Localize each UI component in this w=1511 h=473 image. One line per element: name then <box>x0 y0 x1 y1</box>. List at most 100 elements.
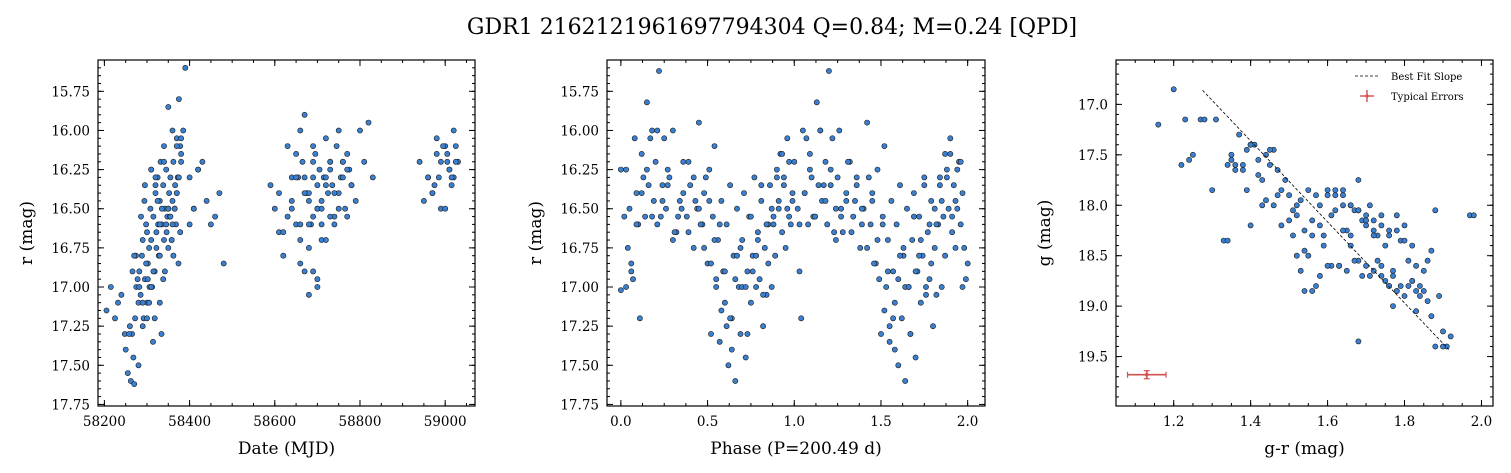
data-point <box>331 190 338 196</box>
data-point <box>701 190 707 196</box>
data-point <box>165 104 172 110</box>
data-point <box>148 166 155 173</box>
data-point <box>165 205 172 212</box>
data-point <box>147 205 154 212</box>
data-point <box>1413 288 1419 294</box>
data-point <box>626 205 633 212</box>
data-point <box>902 378 909 384</box>
data-point <box>1343 267 1350 274</box>
data-point <box>316 166 323 173</box>
data-point <box>815 182 822 189</box>
data-point <box>878 331 884 337</box>
data-point <box>801 190 808 196</box>
data-point <box>831 229 837 236</box>
data-point <box>276 190 282 196</box>
data-point <box>136 268 143 275</box>
data-point <box>933 291 940 298</box>
data-point <box>124 370 131 376</box>
data-point <box>663 205 669 212</box>
data-point <box>869 190 876 196</box>
data-point <box>169 197 176 204</box>
data-point <box>1324 192 1331 199</box>
data-point <box>713 276 720 283</box>
data-point <box>959 284 966 290</box>
data-point <box>670 237 676 243</box>
data-point <box>1470 212 1477 219</box>
data-point <box>1170 86 1177 93</box>
data-point <box>692 197 699 204</box>
x-tick-label: 0.0 <box>610 414 631 430</box>
x-tick-label: 1.5 <box>870 414 891 430</box>
data-point <box>1243 146 1250 153</box>
data-point <box>139 299 146 306</box>
data-point <box>190 205 197 212</box>
data-point <box>1397 283 1404 289</box>
data-point <box>949 213 955 220</box>
data-point <box>817 127 824 134</box>
data-point <box>813 99 820 106</box>
x-tick-label: 1.2 <box>1163 414 1184 430</box>
data-point <box>138 213 144 220</box>
data-point <box>923 284 929 290</box>
data-point <box>907 331 914 337</box>
data-point <box>1413 308 1419 315</box>
data-point <box>768 284 775 290</box>
data-point <box>1190 151 1196 158</box>
data-point <box>420 197 427 204</box>
data-point <box>1386 232 1392 239</box>
data-point <box>425 174 431 181</box>
data-point <box>1317 222 1323 229</box>
data-point <box>852 197 858 204</box>
y-tick-label: 16.25 <box>560 163 599 179</box>
data-point <box>1405 257 1412 264</box>
data-point <box>623 284 629 290</box>
data-point <box>448 174 455 181</box>
data-point <box>722 299 728 306</box>
data-point <box>822 158 829 165</box>
data-point <box>796 221 803 228</box>
data-points <box>103 64 461 387</box>
data-point <box>739 237 746 243</box>
data-point <box>297 221 304 228</box>
data-point <box>680 190 687 196</box>
data-point <box>1243 187 1250 193</box>
data-point <box>314 182 321 189</box>
data-point <box>938 284 945 290</box>
data-point <box>758 182 765 189</box>
data-point <box>1301 288 1308 294</box>
data-point <box>448 182 455 189</box>
data-point <box>911 190 917 196</box>
data-point <box>1336 262 1342 269</box>
data-point <box>178 135 184 142</box>
data-point <box>954 166 961 173</box>
data-point <box>734 252 740 259</box>
data-point <box>1278 222 1285 229</box>
data-point <box>1370 227 1377 234</box>
data-point <box>335 205 342 212</box>
data-point <box>1293 252 1300 259</box>
data-point <box>152 174 159 181</box>
data-point <box>160 182 167 189</box>
data-point <box>416 158 423 165</box>
data-point <box>1370 217 1377 224</box>
data-point <box>1374 257 1381 264</box>
data-point <box>1440 343 1446 350</box>
data-point <box>760 323 766 330</box>
data-point <box>853 174 860 181</box>
data-point <box>628 260 635 267</box>
y-tick-label: 17.75 <box>51 397 90 413</box>
data-point <box>1305 187 1312 193</box>
data-point <box>148 237 155 243</box>
data-point <box>129 268 136 275</box>
data-point <box>940 213 947 220</box>
data-point <box>931 205 938 212</box>
data-point <box>864 244 870 251</box>
data-point <box>638 190 645 196</box>
data-point <box>1390 267 1396 274</box>
data-point <box>130 354 137 361</box>
data-point <box>1340 187 1346 193</box>
data-point <box>696 119 702 126</box>
color-magnitude-panel: Best Fit Slope Typical Errors 1.2 1.4 1.6 1.8… <box>1035 59 1494 459</box>
data-point <box>630 276 636 283</box>
data-point <box>314 284 321 290</box>
